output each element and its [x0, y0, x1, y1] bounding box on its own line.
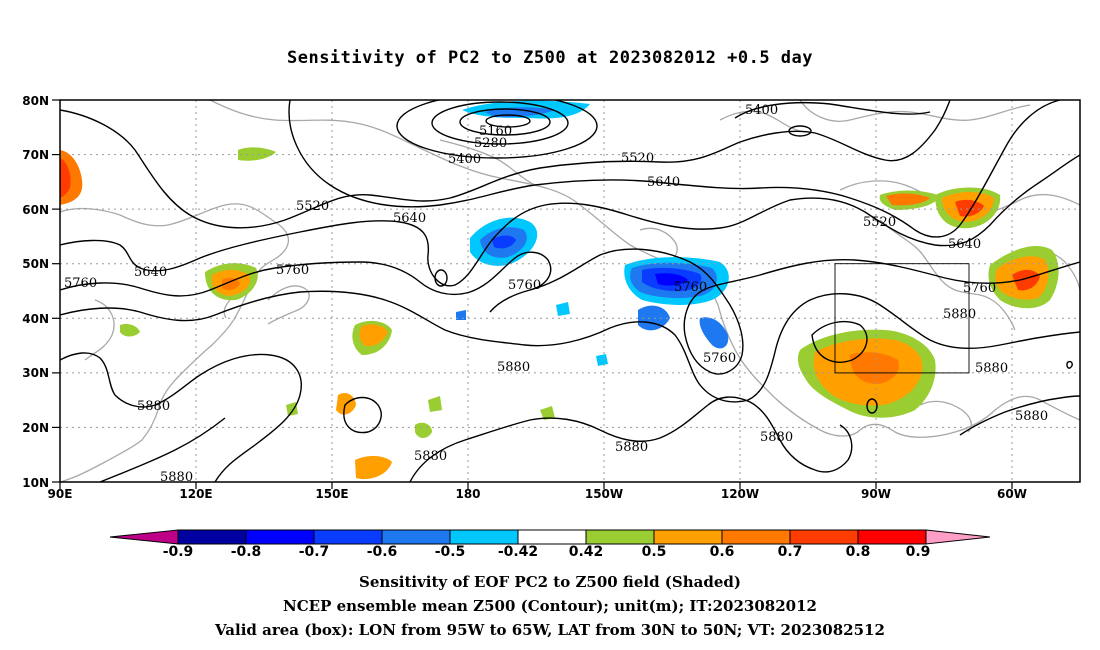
colorbar-segment: [857, 529, 927, 545]
colorbar-min-triangle: [109, 529, 179, 545]
contour-label: 5400: [448, 152, 481, 167]
latitude-labels: 80N 70N 60N 50N 40N 30N 20N 10N: [22, 94, 49, 490]
lon-label: 180: [455, 487, 480, 501]
colorbar-label: 0.5: [642, 544, 667, 560]
colorbar-segment: [381, 529, 451, 545]
lat-label: 30N: [22, 366, 49, 380]
contour-label: 5760: [963, 281, 996, 296]
contour-label: 5880: [160, 470, 193, 485]
map-plot-area: 5160 5280 5400 5400 5520 5520 5520 5640 …: [60, 100, 1080, 485]
contour-label: 5640: [134, 265, 167, 280]
colorbar-label: 0.9: [906, 544, 931, 560]
z500-contours: [60, 100, 1080, 482]
colorbar-label: -0.42: [498, 544, 538, 560]
lat-label: 80N: [22, 94, 49, 108]
colorbar-segment: [585, 529, 655, 545]
chart-title: Sensitivity of PC2 to Z500 at 2023082012…: [286, 48, 813, 68]
lon-label: 90E: [48, 487, 73, 501]
contour-label: 5520: [863, 215, 896, 230]
longitude-labels: 90E 120E 150E 180 150W 120W 90W 60W: [48, 487, 1027, 501]
valid-area-box: [834, 263, 970, 374]
contour-label: 5880: [975, 361, 1008, 376]
contour-label: 5400: [745, 103, 778, 118]
colorbar-max-triangle: [925, 529, 991, 545]
lon-label: 90W: [861, 487, 891, 501]
lon-label: 60W: [997, 487, 1027, 501]
colorbar-segment: [177, 529, 247, 545]
contour-label: 5880: [943, 307, 976, 322]
lat-label: 60N: [22, 203, 49, 217]
colorbar-label: 0.7: [778, 544, 803, 560]
contour-label: 5880: [615, 440, 648, 455]
colorbar-label: -0.7: [299, 544, 330, 560]
contour-label: 5760: [64, 276, 97, 291]
lon-label: 120W: [721, 487, 759, 501]
colorbar-segment: [721, 529, 791, 545]
contour-label: 5760: [703, 351, 736, 366]
lat-label: 10N: [22, 476, 49, 490]
lon-label: 120E: [179, 487, 212, 501]
footer-line-1: Sensitivity of EOF PC2 to Z500 field (Sh…: [359, 573, 741, 591]
colorbar-segment: [313, 529, 383, 545]
colorbar-label: 0.6: [710, 544, 735, 560]
colorbar-labels: -0.9 -0.8 -0.7 -0.6 -0.5 -0.42 0.42 0.5 …: [163, 544, 931, 560]
contour-label: 5640: [948, 237, 981, 252]
lon-label: 150E: [315, 487, 348, 501]
contour-label: 5520: [621, 151, 654, 166]
footer-line-3: Valid area (box): LON from 95W to 65W, L…: [215, 621, 885, 639]
colorbar-label: -0.8: [231, 544, 262, 560]
colorbar-segment: [517, 529, 587, 545]
contour-label: 5880: [497, 360, 530, 375]
axis-ticks: [52, 99, 1013, 489]
colorbar-label: 0.42: [569, 544, 604, 560]
lat-label: 50N: [22, 257, 49, 271]
contour-labels: 5160 5280 5400 5400 5520 5520 5520 5640 …: [64, 103, 1048, 485]
contour-label: 5880: [760, 430, 793, 445]
colorbar-label: -0.6: [367, 544, 398, 560]
lat-label: 40N: [22, 312, 49, 326]
contour-label: 5760: [508, 278, 541, 293]
colorbar-label: -0.5: [435, 544, 466, 560]
colorbar: [109, 529, 991, 545]
gridlines: [60, 100, 1080, 482]
contour-label: 5760: [674, 280, 707, 295]
contour-label: 5520: [296, 199, 329, 214]
lat-label: 20N: [22, 421, 49, 435]
colorbar-segment: [653, 529, 723, 545]
contour-label: 5640: [393, 211, 426, 226]
contour-label: 5880: [1015, 409, 1048, 424]
contour-label: 5160: [479, 124, 512, 139]
contour-label: 5640: [647, 175, 680, 190]
colorbar-segment: [449, 529, 519, 545]
colorbar-segment: [789, 529, 859, 545]
contour-label: 5760: [276, 263, 309, 278]
contour-label: 5880: [137, 399, 170, 414]
map-frame: [59, 99, 1081, 483]
lat-label: 70N: [22, 148, 49, 162]
colorbar-label: 0.8: [846, 544, 871, 560]
colorbar-segment: [245, 529, 315, 545]
lon-label: 150W: [585, 487, 623, 501]
contour-label: 5880: [414, 449, 447, 464]
contour-label: 5280: [474, 136, 507, 151]
colorbar-label: -0.9: [163, 544, 194, 560]
footer-line-2: NCEP ensemble mean Z500 (Contour); unit(…: [283, 597, 817, 615]
